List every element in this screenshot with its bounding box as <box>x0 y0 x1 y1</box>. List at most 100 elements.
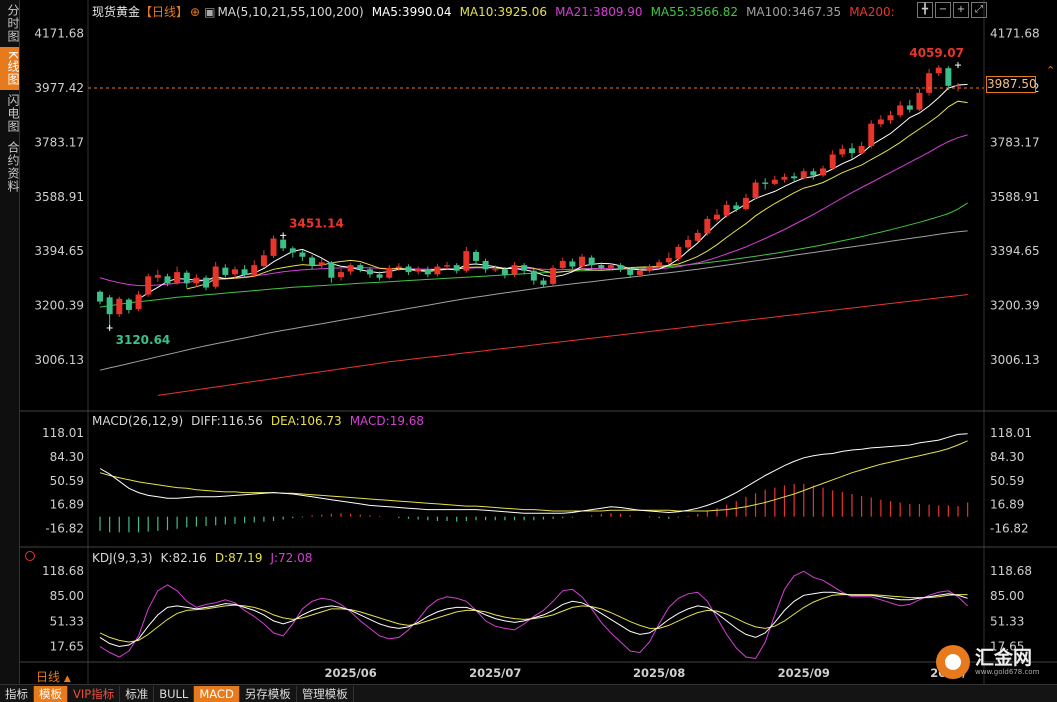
candle-body <box>521 265 528 271</box>
candle <box>212 262 219 289</box>
candle <box>935 65 942 77</box>
candle-body <box>733 205 740 210</box>
candle-body <box>482 260 489 270</box>
tab-contract-info[interactable]: 合约资料 <box>6 140 20 193</box>
candle <box>424 266 431 278</box>
candle-body <box>251 265 258 275</box>
candle <box>135 291 142 312</box>
date-label-1: 2025/07 <box>469 666 521 680</box>
price-tick-right-2: 3783.17 <box>990 135 1040 149</box>
candle <box>733 202 740 212</box>
candle-body <box>887 115 894 121</box>
candle <box>839 144 846 158</box>
candle-body <box>897 105 904 116</box>
candle-body <box>781 176 788 180</box>
candle-body <box>164 276 171 284</box>
candle <box>916 88 923 112</box>
btn-macd[interactable]: MACD <box>194 685 240 702</box>
zoom-in-icon[interactable]: + <box>953 2 969 18</box>
tab-flash-chart[interactable]: 闪电图 <box>6 93 20 133</box>
fullscreen-icon[interactable]: ⤢ <box>971 2 987 18</box>
candle <box>231 266 238 279</box>
instrument-title: 现货黄金 <box>92 5 141 19</box>
btn-bull[interactable]: BULL <box>154 685 195 702</box>
add-icon[interactable]: ⊕ <box>190 5 201 19</box>
candle-body <box>665 258 672 263</box>
btn-vip-indicators[interactable]: VIP指标 <box>68 685 121 702</box>
kdj-legend-1: K:82.16 <box>160 551 207 565</box>
kdj-settings-icon[interactable] <box>25 551 35 561</box>
candle-body <box>270 238 277 256</box>
candle <box>453 263 460 274</box>
candle <box>328 260 335 283</box>
kdj-info-bar: KDJ(9,3,3) K:82.16 D:87.19 J:72.08 <box>92 551 328 565</box>
btn-indicators[interactable]: 指标 <box>0 685 34 702</box>
tab-timeshare[interactable]: 分时图 <box>6 4 20 43</box>
candle-body <box>453 265 460 271</box>
kdj-legend-2: D:87.19 <box>214 551 263 565</box>
candle <box>260 250 267 268</box>
btn-save-template[interactable]: 另存模板 <box>240 685 297 702</box>
btn-standard[interactable]: 标准 <box>120 685 155 702</box>
candle-body <box>694 232 701 241</box>
ma55-line <box>99 202 968 308</box>
price-tick-right-4: 3394.65 <box>990 244 1040 258</box>
diff-line <box>99 433 968 514</box>
candle-body <box>810 171 817 176</box>
candle <box>540 277 547 288</box>
brand-logo-icon <box>936 645 970 679</box>
candle <box>501 267 508 279</box>
date-label-3: 2025/09 <box>778 666 830 680</box>
candle <box>241 265 248 278</box>
candle-body <box>260 255 267 266</box>
candle-body <box>145 276 152 295</box>
candle-body <box>174 272 181 283</box>
candle-body <box>154 274 161 278</box>
btn-manage-templates[interactable]: 管理模板 <box>297 685 354 702</box>
macd-legend-0: MACD(26,12,9) <box>92 414 184 428</box>
candle-body <box>945 68 952 86</box>
chart-canvas[interactable]: 4059.07 3451.14 3120.64 4171.68 4171.68 3977… <box>0 0 1057 684</box>
candle <box>444 262 451 270</box>
candle <box>877 115 884 128</box>
crosshair-icon[interactable]: ╋ <box>917 2 933 18</box>
candle-body <box>222 267 229 275</box>
macd-tick-left-2: 50.59 <box>50 474 84 488</box>
candle <box>723 200 730 218</box>
candle <box>714 209 720 222</box>
btn-template[interactable]: 模板 <box>34 685 68 702</box>
ma-legend-1: MA5:3990.04 <box>371 5 452 19</box>
tab-kline[interactable]: K线图 <box>0 47 20 90</box>
candle <box>366 267 373 278</box>
last-price-tag: 3987.50 <box>986 76 1037 93</box>
candle <box>530 268 537 285</box>
ma-settings-icon[interactable]: ▣ <box>204 5 216 19</box>
period-dropdown-icon[interactable]: ▲ <box>63 674 71 684</box>
candle <box>183 270 190 288</box>
candle-body <box>472 251 479 261</box>
zoom-out-icon[interactable]: − <box>935 2 951 18</box>
candle <box>280 237 287 252</box>
period-label[interactable]: 日线 ▲ <box>36 668 71 685</box>
kdj-tick-right-3: 17.65 <box>990 640 1024 654</box>
candle <box>463 246 470 273</box>
candle-body <box>501 269 508 275</box>
candle-body <box>309 257 316 266</box>
candle <box>665 252 672 265</box>
brand-logo: 汇金网 www.gold678.com <box>936 640 1052 684</box>
candle-body <box>492 269 499 271</box>
candle-body <box>530 270 537 281</box>
candle <box>636 267 643 278</box>
scroll-up-icon[interactable]: ⌃ <box>1046 64 1056 77</box>
candle <box>434 263 441 277</box>
ma200-line <box>157 294 968 396</box>
candle-body <box>328 262 335 278</box>
j-line <box>99 570 968 660</box>
candle <box>251 260 258 278</box>
candle-body <box>183 272 190 284</box>
candle <box>347 263 354 275</box>
candle-body <box>752 182 759 198</box>
candle-body <box>203 277 210 288</box>
candle <box>704 216 711 236</box>
candle-body <box>280 239 287 249</box>
